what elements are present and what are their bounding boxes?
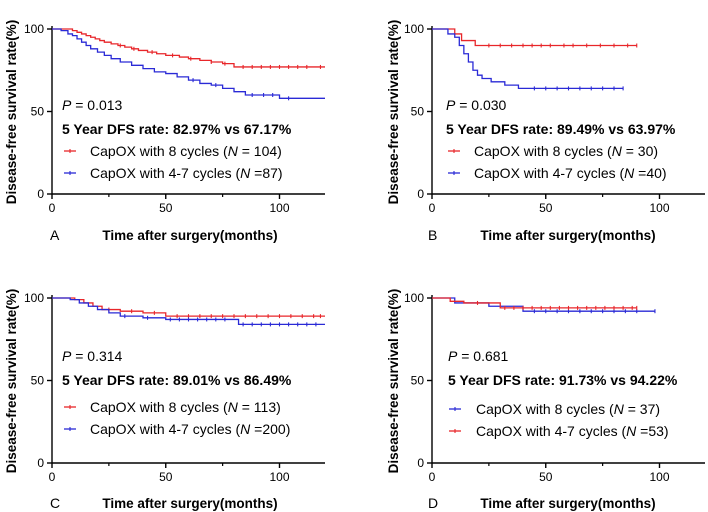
legend-item-2: CapOX with 4-7 cycles (N =40): [448, 165, 667, 181]
series-line-1: [52, 28, 325, 68]
legend-label: CapOX with 8 cycles (N = 104): [90, 143, 282, 159]
panel-letter: C: [50, 495, 60, 511]
y-tick-label: 0: [417, 456, 424, 470]
x-tick-label: 0: [49, 470, 56, 484]
dfs-rate-text: 5 Year DFS rate: 91.73% vs 94.22%: [448, 372, 678, 388]
series-line-2: [52, 28, 325, 99]
dfs-rate-text: 5 Year DFS rate: 82.97% vs 67.17%: [62, 121, 292, 137]
series-line-1: [432, 28, 637, 47]
x-tick-label: 50: [539, 201, 553, 215]
y-tick-label: 0: [417, 187, 424, 201]
y-tick-label: 50: [31, 105, 45, 119]
x-axis-label: Time after surgery(months): [480, 496, 655, 511]
y-tick-label: 50: [411, 105, 425, 119]
y-tick-label: 50: [411, 374, 425, 388]
legend-item-1: CapOX with 8 cycles (N = 104): [64, 143, 282, 159]
legend-item-2: CapOX with 4-7 cycles (N =200): [64, 421, 290, 437]
legend-item-2: CapOX with 4-7 cycles (N =87): [64, 165, 283, 181]
series-line-1: [52, 297, 325, 317]
y-axis-label: Disease-free survival rate(%): [4, 20, 19, 205]
x-tick-label: 0: [429, 201, 436, 215]
legend-label: CapOX with 8 cycles (N = 30): [474, 143, 658, 159]
x-tick-label: 50: [159, 201, 173, 215]
panel-letter: D: [428, 495, 438, 511]
series-line-2: [432, 297, 637, 309]
y-axis-label: Disease-free survival rate(%): [386, 289, 401, 474]
x-tick-label: 100: [649, 470, 669, 484]
legend-item-1: CapOX with 8 cycles (N = 113): [64, 399, 281, 415]
x-axis-label: Time after surgery(months): [102, 496, 277, 511]
series-line-1: [432, 297, 655, 312]
y-tick-label: 0: [37, 187, 44, 201]
legend-label: CapOX with 4-7 cycles (N =53): [476, 423, 669, 439]
panel-letter: B: [428, 227, 437, 243]
x-tick-label: 100: [269, 201, 289, 215]
x-tick-label: 100: [649, 201, 669, 215]
dfs-rate-text: 5 Year DFS rate: 89.49% vs 63.97%: [446, 121, 676, 137]
y-tick-label: 100: [24, 22, 44, 36]
legend-label: CapOX with 4-7 cycles (N =87): [90, 165, 283, 181]
panel-a: 0 50 100 0 50 100 Disease-free survival rate(%…: [4, 20, 325, 243]
x-tick-label: 50: [539, 470, 553, 484]
p-value-text: P = 0.013: [62, 97, 123, 113]
legend-item-1: CapOX with 8 cycles (N = 30): [448, 143, 658, 159]
legend-label: CapOX with 4-7 cycles (N =40): [474, 165, 667, 181]
p-value-text: P = 0.030: [446, 97, 507, 113]
p-value-text: P = 0.314: [62, 348, 123, 364]
x-axis-label: Time after surgery(months): [102, 228, 277, 243]
y-axis-label: Disease-free survival rate(%): [4, 289, 19, 474]
y-tick-label: 100: [404, 22, 424, 36]
y-tick-label: 100: [404, 291, 424, 305]
legend-label: CapOX with 4-7 cycles (N =200): [90, 421, 290, 437]
x-tick-label: 100: [269, 470, 289, 484]
legend-label: CapOX with 8 cycles (N = 37): [476, 401, 660, 417]
legend-label: CapOX with 8 cycles (N = 113): [90, 399, 281, 415]
series-line-2: [52, 297, 325, 326]
dfs-rate-text: 5 Year DFS rate: 89.01% vs 86.49%: [62, 372, 292, 388]
y-tick-label: 50: [31, 374, 45, 388]
p-value-text: P = 0.681: [448, 348, 509, 364]
y-axis-label: Disease-free survival rate(%): [386, 20, 401, 205]
legend-item-1: CapOX with 8 cycles (N = 37): [449, 401, 660, 417]
panel-letter: A: [50, 227, 60, 243]
x-tick-label: 50: [159, 470, 173, 484]
x-axis-label: Time after surgery(months): [480, 228, 655, 243]
panel-c: 0 50 100 0 50 100 Disease-free survival rate(%…: [4, 289, 325, 511]
x-tick-label: 0: [49, 201, 56, 215]
legend-item-2: CapOX with 4-7 cycles (N =53): [449, 423, 669, 439]
x-tick-label: 0: [429, 470, 436, 484]
y-tick-label: 0: [37, 456, 44, 470]
y-tick-label: 100: [24, 291, 44, 305]
series-line-2: [432, 28, 624, 90]
